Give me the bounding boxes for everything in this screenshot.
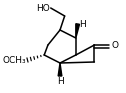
Text: H: H <box>57 77 63 86</box>
Polygon shape <box>76 24 80 38</box>
Text: O: O <box>111 40 118 49</box>
Polygon shape <box>58 63 62 76</box>
Text: OCH₃: OCH₃ <box>3 56 27 65</box>
Text: H: H <box>80 20 86 28</box>
Text: HO: HO <box>36 4 50 12</box>
